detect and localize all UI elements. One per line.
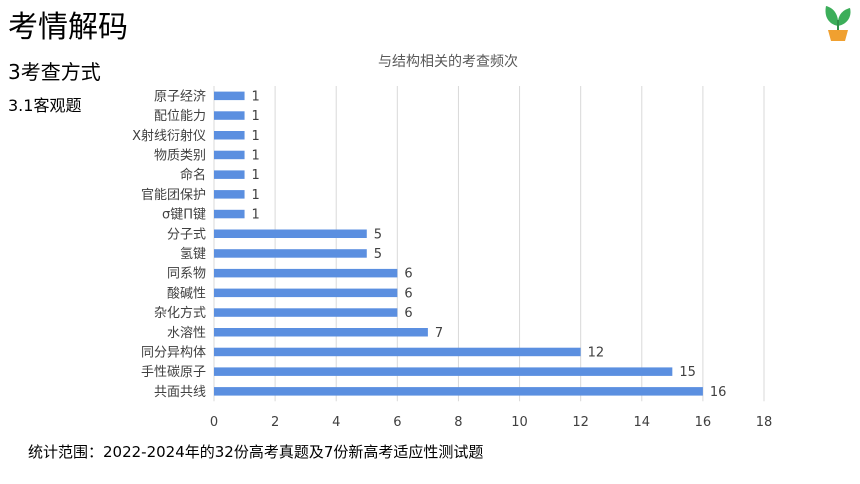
- x-tick-label: 18: [756, 415, 773, 430]
- data-label: 1: [252, 129, 260, 144]
- bar: [214, 367, 673, 376]
- data-label: 1: [252, 188, 260, 203]
- chart-title: 与结构相关的考查频次: [378, 54, 518, 70]
- data-label: 1: [252, 148, 260, 163]
- data-label: 6: [404, 267, 412, 282]
- footnote: 统计范围：2022-2024年的32份高考真题及7份新高考适应性测试题: [28, 443, 484, 461]
- category-label: 同分异构体: [141, 345, 206, 360]
- bar: [214, 308, 398, 317]
- data-label: 1: [252, 89, 260, 104]
- x-tick-label: 6: [393, 415, 401, 430]
- page-title: 考情解码: [8, 10, 128, 45]
- data-label: 7: [435, 326, 443, 341]
- x-tick-label: 14: [634, 415, 651, 430]
- bar: [214, 249, 367, 258]
- x-tick-label: 16: [695, 415, 712, 430]
- x-tick-label: 2: [271, 415, 279, 430]
- data-label: 1: [252, 109, 260, 124]
- category-label: 原子经济: [154, 89, 206, 104]
- category-label: 配位能力: [154, 109, 206, 124]
- data-label: 1: [252, 208, 260, 223]
- bar: [214, 170, 245, 179]
- bar: [214, 91, 245, 101]
- bar: [214, 209, 245, 219]
- x-tick-label: 4: [332, 415, 340, 430]
- category-label: 杂化方式: [154, 305, 206, 321]
- x-tick-label: 0: [210, 415, 218, 430]
- data-label: 6: [404, 306, 412, 321]
- category-label: 官能团保护: [141, 187, 206, 203]
- data-label: 5: [374, 247, 382, 262]
- bar: [214, 111, 245, 120]
- x-tick-label: 12: [572, 415, 589, 430]
- category-label: 共面共线: [154, 385, 206, 400]
- bar: [214, 328, 428, 337]
- bar: [214, 268, 398, 278]
- bar: [214, 190, 245, 199]
- data-label: 16: [710, 385, 727, 400]
- data-label: 5: [374, 227, 382, 242]
- subsection-title: 3.1客观题: [8, 96, 82, 115]
- data-label: 1: [252, 168, 260, 183]
- x-tick-label: 8: [454, 415, 462, 430]
- bar: [214, 150, 245, 160]
- section-title: 3考查方式: [8, 60, 101, 84]
- bar: [214, 229, 367, 238]
- x-tick-label: 10: [511, 415, 528, 430]
- bar: [214, 347, 581, 357]
- sprout-logo-icon: [825, 6, 851, 41]
- bar: [214, 131, 245, 140]
- category-label: 同系物: [167, 267, 206, 282]
- category-label: 物质类别: [154, 148, 206, 163]
- category-label: 分子式: [167, 227, 206, 242]
- data-label: 12: [588, 345, 605, 360]
- category-label: σ键Π键: [162, 208, 206, 223]
- category-label: 命名: [180, 167, 206, 183]
- category-label: X射线衍射仪: [132, 128, 206, 144]
- category-label: 酸碱性: [167, 286, 206, 301]
- category-label: 手性碳原子: [141, 365, 206, 380]
- data-label: 6: [404, 286, 412, 301]
- bar: [214, 288, 398, 298]
- bar: [214, 387, 703, 396]
- data-label: 15: [679, 365, 696, 380]
- category-label: 水溶性: [167, 326, 206, 341]
- category-label: 氢键: [180, 247, 206, 262]
